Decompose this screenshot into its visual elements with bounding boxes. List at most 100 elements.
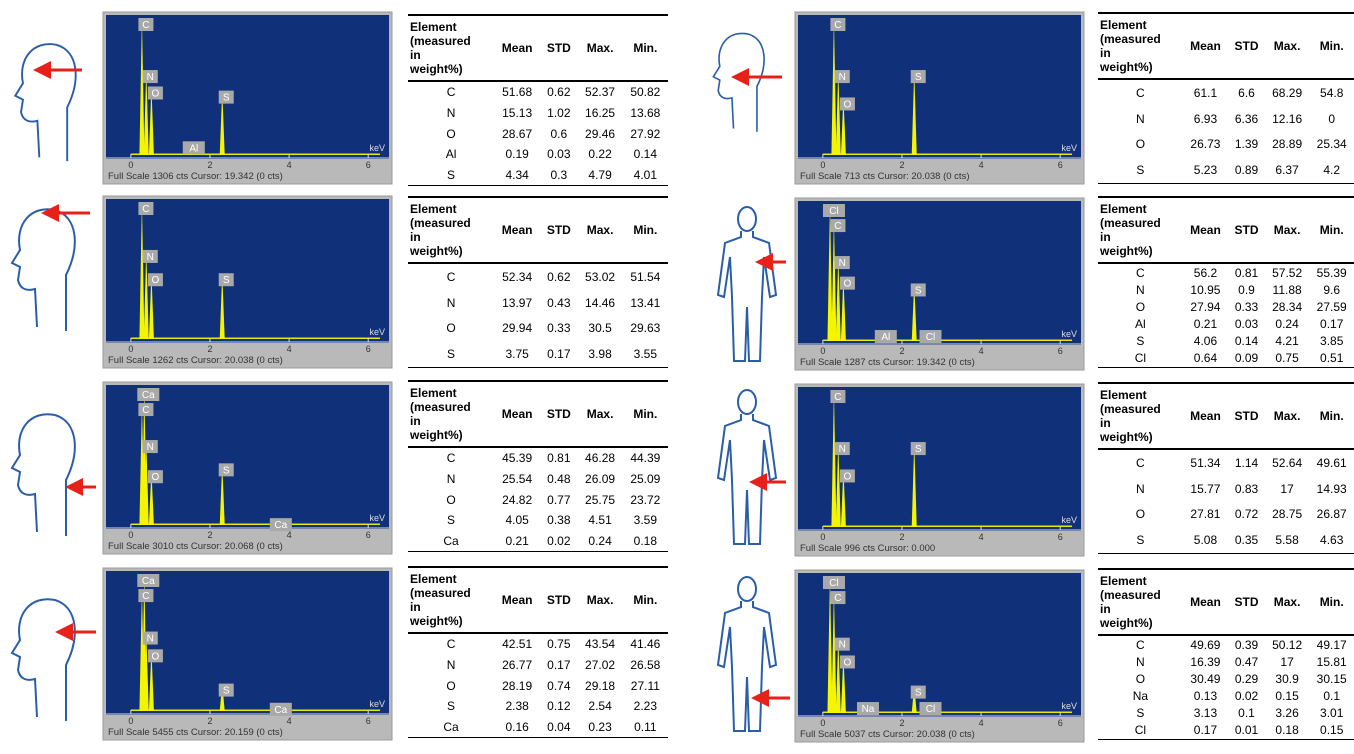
table-row: O26.731.3928.8925.34 xyxy=(1098,132,1354,157)
peak-label: C xyxy=(834,593,841,604)
table-cell: Ca xyxy=(408,716,494,737)
table-cell: 0.17 xyxy=(1183,722,1228,740)
table-row: N13.970.4314.4613.41 xyxy=(408,290,668,315)
peak-label: O xyxy=(844,657,852,668)
table-cell: C xyxy=(1098,79,1183,106)
x-tick-label: 2 xyxy=(899,718,904,728)
peak-label: Cl xyxy=(926,704,935,715)
data-table: Element (measured in weight%)MeanSTDMax.… xyxy=(408,380,668,552)
table-cell: 29.46 xyxy=(577,123,622,143)
table-cell: 28.19 xyxy=(494,675,540,695)
column-header: Element (measured in weight%) xyxy=(408,381,494,447)
x-tick-label: 2 xyxy=(899,160,904,170)
column-header: Mean xyxy=(494,15,540,81)
peak-label: C xyxy=(834,20,841,31)
table-cell: 25.54 xyxy=(494,469,540,489)
head-icon xyxy=(15,44,75,161)
table-cell: 56.2 xyxy=(1183,263,1228,281)
table-cell: 30.5 xyxy=(577,316,622,341)
header-row: Element (measured in weight%)MeanSTDMax.… xyxy=(408,197,668,263)
x-tick-label: 6 xyxy=(1058,532,1063,542)
table-cell: 15.77 xyxy=(1183,476,1228,501)
table-row: C56.20.8157.5255.39 xyxy=(1098,263,1354,281)
axis-unit: keV xyxy=(369,143,385,153)
column-header: Min. xyxy=(1309,197,1354,263)
table-cell: O xyxy=(408,123,494,143)
axis-unit: keV xyxy=(1061,329,1077,339)
x-tick-label: 0 xyxy=(128,530,133,540)
table-cell: O xyxy=(408,675,494,695)
x-tick-label: 2 xyxy=(207,160,212,170)
table-cell: 28.67 xyxy=(494,123,540,143)
table-head: Element (measured in weight%)MeanSTDMax.… xyxy=(1098,13,1354,79)
table-cell: 0.18 xyxy=(1265,722,1310,740)
table-cell: 1.39 xyxy=(1228,132,1265,157)
table-cell: 3.98 xyxy=(577,341,622,367)
table-cell: C xyxy=(1098,635,1183,653)
spectrum-footer: Full Scale 1287 cts Cursor: 19.342 (0 ct… xyxy=(800,357,975,368)
peak-label: Al xyxy=(189,143,198,154)
table-cell: S xyxy=(1098,705,1183,722)
peak-label: O xyxy=(844,279,852,290)
spectrum-footer: Full Scale 5455 cts Cursor: 20.159 (0 ct… xyxy=(108,727,283,738)
column-header: Element (measured in weight%) xyxy=(408,567,494,633)
table-cell: 0.18 xyxy=(623,530,668,551)
table-cell: 0.23 xyxy=(577,716,622,737)
peak-label: O xyxy=(844,99,852,110)
column-header: Element (measured in weight%) xyxy=(1098,569,1183,635)
axis-unit: keV xyxy=(1061,701,1077,711)
table-cell: 0 xyxy=(1309,106,1354,131)
table-cell: 44.39 xyxy=(623,447,668,469)
column-header: Mean xyxy=(1183,569,1228,635)
table-cell: 28.34 xyxy=(1265,298,1310,315)
baseline-noise xyxy=(131,154,380,156)
x-tick-label: 6 xyxy=(366,716,371,726)
table-cell: O xyxy=(1098,132,1183,157)
table-row: Ca0.210.020.240.18 xyxy=(408,530,668,551)
peak-label: N xyxy=(147,442,154,453)
table-box: Element (measured in weight%)MeanSTDMax.… xyxy=(408,14,668,186)
table-cell: C xyxy=(408,81,494,103)
table-cell: O xyxy=(408,489,494,509)
table-cell: 0.13 xyxy=(1183,688,1228,705)
column-header: STD xyxy=(1228,13,1265,79)
table-cell: 6.6 xyxy=(1228,79,1265,106)
table-row: S2.380.122.542.23 xyxy=(408,696,668,716)
table-cell: 14.46 xyxy=(577,290,622,315)
spectrum-plot xyxy=(798,15,1081,159)
peak-label: O xyxy=(152,651,160,662)
table-cell: C xyxy=(408,447,494,469)
peak-label: O xyxy=(152,89,160,100)
table-cell: 14.93 xyxy=(1309,476,1354,501)
body-icon xyxy=(718,207,776,361)
table-cell: 0.15 xyxy=(1265,688,1310,705)
table-cell: 4.79 xyxy=(577,164,622,185)
spectrum-footer: Full Scale 5037 cts Cursor: 20.038 (0 ct… xyxy=(800,729,975,740)
table-cell: 0.29 xyxy=(1228,670,1265,687)
peak-label: Ca xyxy=(274,705,287,716)
axis-unit: keV xyxy=(1061,515,1077,525)
table-cell: 0.01 xyxy=(1228,722,1265,740)
header-row: Element (measured in weight%)MeanSTDMax.… xyxy=(1098,197,1354,263)
peak-label: O xyxy=(152,275,160,286)
peak-label: S xyxy=(223,93,230,104)
table-cell: 0.15 xyxy=(1309,722,1354,740)
table-cell: 6.36 xyxy=(1228,106,1265,131)
table-row: S3.750.173.983.55 xyxy=(408,341,668,367)
table-cell: 0.12 xyxy=(540,696,577,716)
table-cell: C xyxy=(1098,263,1183,281)
table-cell: 2.23 xyxy=(623,696,668,716)
table-cell: 50.82 xyxy=(623,81,668,103)
header-row: Element (measured in weight%)MeanSTDMax.… xyxy=(1098,13,1354,79)
table-row: Cl0.170.010.180.15 xyxy=(1098,722,1354,740)
column-header: STD xyxy=(1228,197,1265,263)
data-table: Element (measured in weight%)MeanSTDMax.… xyxy=(408,196,668,368)
figure: 0246keVFull Scale 1306 cts Cursor: 19.34… xyxy=(0,0,1354,754)
column-header: STD xyxy=(540,567,577,633)
table-cell: N xyxy=(1098,476,1183,501)
table-body: C45.390.8146.2844.39N25.540.4826.0925.09… xyxy=(408,447,668,552)
x-tick-label: 4 xyxy=(287,160,292,170)
table-cell: S xyxy=(408,341,494,367)
table-row: Na0.130.020.150.1 xyxy=(1098,688,1354,705)
